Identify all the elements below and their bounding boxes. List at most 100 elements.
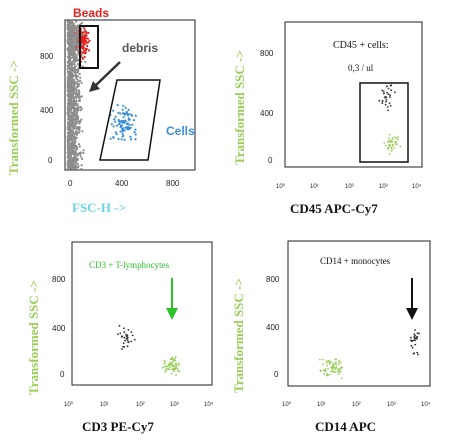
p2-ytick-400: 400 [260, 109, 274, 118]
data-point [73, 132, 76, 136]
data-point [133, 131, 136, 134]
data-point [334, 368, 337, 371]
data-point [67, 158, 71, 161]
data-point [177, 369, 179, 372]
data-point [74, 149, 77, 153]
data-point [75, 126, 78, 129]
data-point [322, 363, 324, 365]
data-point [124, 339, 126, 342]
data-point [125, 333, 127, 336]
data-point [75, 59, 78, 63]
data-point [390, 149, 393, 152]
data-point [83, 42, 87, 45]
data-point [75, 31, 78, 34]
data-point [73, 55, 76, 59]
data-point [333, 366, 336, 369]
data-point [175, 365, 177, 368]
data-point [388, 137, 390, 140]
data-point [126, 128, 129, 131]
cells-gate [99, 79, 161, 161]
data-point [382, 90, 385, 93]
data-point [71, 90, 74, 93]
data-point [78, 145, 81, 148]
data-point [383, 142, 386, 144]
data-point [70, 19, 73, 23]
data-point [83, 49, 86, 53]
data-point [396, 143, 398, 146]
data-point [327, 367, 329, 370]
data-point [173, 358, 175, 361]
data-point [68, 57, 71, 61]
data-point [125, 335, 128, 337]
data-point [74, 87, 77, 90]
data-point [68, 63, 71, 66]
data-point [394, 141, 397, 144]
data-point [330, 366, 333, 369]
data-point [414, 334, 416, 337]
p4-ytick-0: 0 [274, 370, 279, 379]
panel-cd45: Transformed SSC -> CD45 + cells: 0,3 / u… [232, 21, 423, 216]
data-point [378, 99, 381, 102]
data-point [67, 42, 70, 45]
data-point [123, 327, 125, 330]
data-point [128, 127, 131, 130]
data-point [70, 138, 73, 141]
data-point [78, 129, 81, 132]
data-point [72, 69, 75, 72]
data-point [416, 335, 419, 338]
data-point [127, 113, 130, 116]
cd45-title: CD45 + cells: [333, 40, 389, 51]
data-point [383, 92, 385, 95]
beads-gate [79, 25, 99, 69]
data-point [83, 30, 86, 33]
data-point [115, 124, 119, 127]
data-point [66, 111, 69, 114]
data-point [122, 345, 124, 348]
data-point [68, 104, 71, 107]
data-point [73, 141, 76, 144]
data-point [393, 136, 396, 139]
data-point [66, 67, 69, 71]
data-point [381, 100, 384, 102]
data-point [85, 31, 88, 35]
data-point [71, 97, 74, 100]
data-point [68, 30, 71, 33]
data-point [66, 94, 70, 97]
data-point [75, 81, 78, 84]
data-point [76, 78, 79, 81]
data-point [67, 33, 70, 36]
p3-ytick-0: 0 [60, 370, 65, 379]
data-point [109, 137, 112, 140]
data-point [67, 142, 70, 145]
data-point [123, 129, 126, 132]
data-point [130, 331, 133, 333]
data-point [393, 147, 396, 150]
data-point [177, 364, 180, 367]
data-point [68, 72, 71, 75]
data-point [76, 38, 79, 41]
data-point [76, 49, 80, 52]
data-point [73, 36, 76, 39]
p3-xtick-2: 10² [136, 402, 145, 408]
data-point [71, 146, 74, 149]
data-point [114, 115, 117, 118]
data-point [69, 78, 72, 81]
p4-xtick-0: 10⁰ [282, 401, 292, 408]
data-point [74, 57, 77, 60]
data-point [76, 154, 79, 157]
data-point [394, 91, 396, 94]
data-point [76, 158, 80, 161]
data-point [76, 104, 79, 107]
data-point [414, 329, 416, 331]
data-point [77, 24, 80, 27]
data-point [112, 136, 115, 139]
data-point [126, 345, 129, 348]
data-point [169, 361, 172, 364]
data-point [67, 70, 70, 73]
data-point [324, 369, 327, 372]
data-point [76, 162, 79, 166]
data-point [123, 138, 126, 141]
data-point [132, 119, 136, 122]
p1-xtick-800: 800 [166, 179, 180, 188]
